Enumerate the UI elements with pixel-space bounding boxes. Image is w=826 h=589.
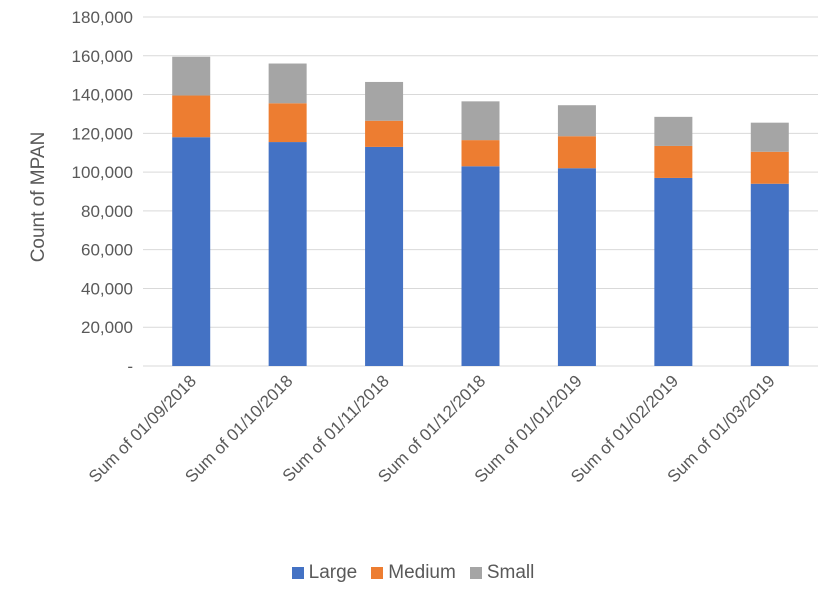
legend-swatch — [371, 567, 384, 579]
y-tick-label: 80,000 — [81, 202, 133, 221]
legend-swatch — [291, 567, 304, 579]
bar-large-3 — [365, 146, 404, 366]
legend-label: Medium — [388, 562, 456, 583]
y-tick-label: 100,000 — [72, 163, 133, 182]
bar-small-7 — [750, 122, 789, 152]
bar-small-5 — [557, 105, 596, 137]
x-tick-label: Sum of 01/01/2019 — [471, 371, 586, 486]
y-tick-label: 180,000 — [72, 8, 133, 27]
bar-medium-7 — [750, 151, 789, 184]
bar-medium-4 — [461, 140, 500, 167]
y-tick-label: 120,000 — [72, 124, 133, 143]
x-tick-label: Sum of 01/10/2018 — [181, 371, 296, 486]
bars — [172, 56, 789, 366]
bar-medium-6 — [654, 145, 693, 178]
y-axis-ticks: - 20,000 40,000 60,000 80,000 100,000 120,000 1… — [72, 8, 133, 376]
stacked-bar-chart: - 20,000 40,000 60,000 80,000 100,000 120,000 1… — [28, 8, 818, 486]
y-tick-label: 140,000 — [72, 86, 133, 105]
bar-small-2 — [268, 63, 307, 104]
legend-item-medium: Medium — [371, 562, 456, 584]
bar-small-4 — [461, 101, 500, 141]
x-tick-label: Sum of 01/03/2019 — [664, 371, 779, 486]
x-tick-label: Sum of 01/11/2018 — [279, 371, 393, 485]
y-tick-label: 60,000 — [81, 241, 133, 260]
y-tick-label: 160,000 — [72, 47, 133, 66]
bar-medium-2 — [268, 103, 307, 143]
legend-label: Small — [486, 562, 535, 583]
bar-large-2 — [268, 142, 307, 366]
bar-large-6 — [654, 177, 693, 366]
y-tick-label: - — [127, 357, 133, 376]
bar-small-3 — [365, 81, 404, 121]
bar-large-1 — [172, 137, 211, 366]
legend-swatch — [469, 567, 482, 579]
bar-small-1 — [172, 56, 211, 96]
legend: Large Medium Small — [0, 562, 826, 584]
bar-large-7 — [750, 183, 789, 366]
bar-large-5 — [557, 168, 596, 366]
x-tick-label: Sum of 01/12/2018 — [374, 371, 489, 486]
legend-item-large: Large — [291, 562, 358, 584]
bar-large-4 — [461, 166, 500, 366]
bar-medium-5 — [557, 136, 596, 169]
legend-label: Large — [308, 562, 358, 583]
y-axis-label: Count of MPAN — [28, 132, 49, 263]
y-tick-label: 40,000 — [81, 279, 133, 298]
x-tick-label: Sum of 01/09/2018 — [85, 371, 200, 486]
y-tick-label: 20,000 — [81, 318, 133, 337]
bar-medium-3 — [365, 120, 404, 147]
bar-small-6 — [654, 116, 693, 146]
legend-item-small: Small — [469, 562, 535, 584]
x-tick-label: Sum of 01/02/2019 — [567, 371, 682, 486]
bar-medium-1 — [172, 95, 211, 138]
